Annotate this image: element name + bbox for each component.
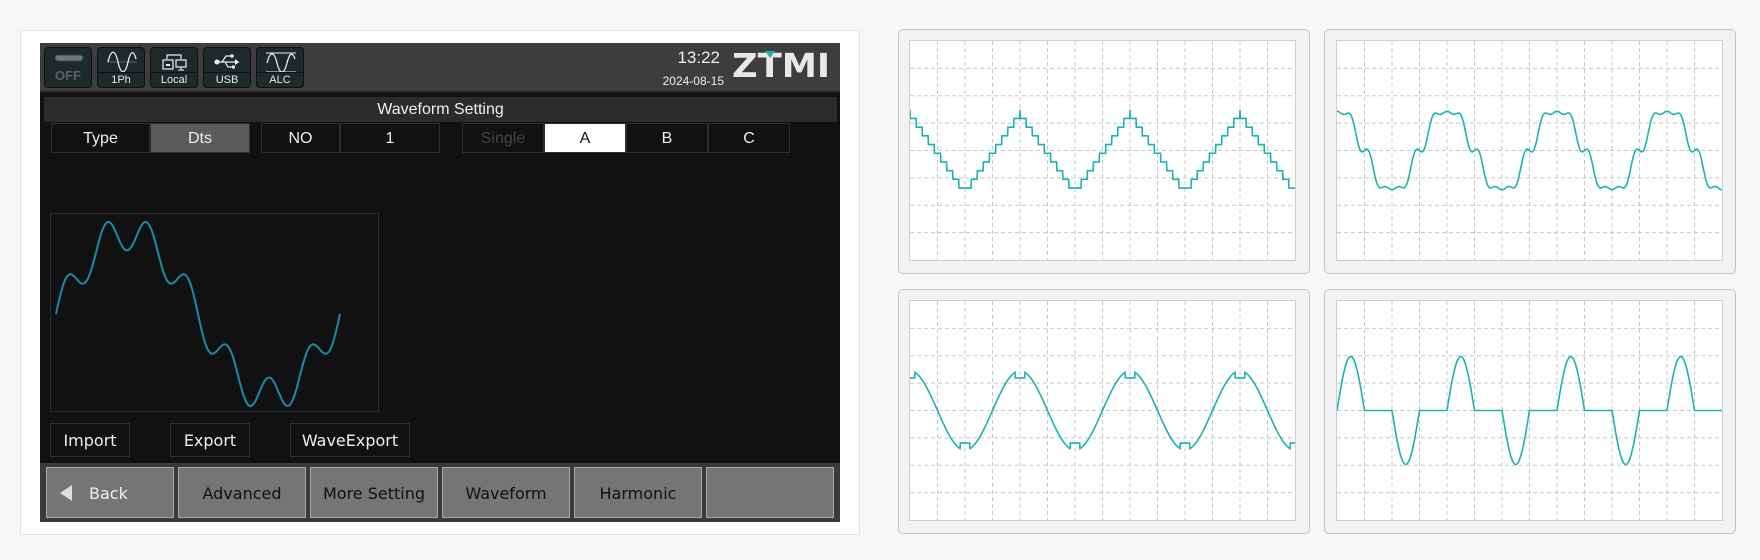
alc-wave-icon (266, 52, 296, 73)
export-button[interactable]: Export (170, 423, 250, 457)
clock-time: 13:22 (677, 48, 720, 67)
back-arrow-icon (60, 485, 72, 501)
phase-button[interactable]: 1Ph (97, 47, 145, 88)
phase-label: 1Ph (98, 72, 144, 87)
local-network-icon (162, 54, 187, 71)
waveform-preview (50, 213, 379, 412)
import-button[interactable]: Import (50, 423, 130, 457)
example-plot-stepped-triangle (909, 40, 1296, 261)
example-waveform-svg (1336, 301, 1722, 520)
advanced-button[interactable]: Advanced (178, 467, 306, 518)
back-button[interactable]: Back (46, 467, 174, 518)
example-plot-notched-sine (909, 300, 1296, 521)
no-label: NO (261, 123, 340, 153)
waveform-harmonic-distorted (1336, 110, 1723, 191)
empty-softkey[interactable] (706, 467, 834, 518)
svg-text:ZTMI: ZTMI (732, 47, 830, 81)
preview-waveform-line (55, 220, 341, 408)
local-label: Local (151, 72, 197, 87)
waveform-preview-plot (55, 220, 341, 408)
alc-label: ALC (257, 72, 303, 87)
waveform-pulsed-half-sine (1336, 355, 1722, 466)
page-title: Waveform Setting (44, 97, 837, 122)
tab-phase-c[interactable]: C (708, 123, 790, 153)
back-label: Back (89, 484, 128, 503)
output-off-button[interactable]: OFF (44, 47, 92, 88)
wave-export-button[interactable]: WaveExport (290, 423, 410, 457)
clock-date: 2024-08-15 (662, 74, 724, 88)
example-plot-pulsed (1336, 300, 1723, 521)
brand-logo: ZTMI (732, 47, 830, 81)
more-setting-button[interactable]: More Setting (310, 467, 438, 518)
harmonic-button[interactable]: Harmonic (574, 467, 702, 518)
example-waveform-svg (1336, 41, 1723, 260)
tab-phase-a[interactable]: A (544, 123, 626, 153)
waveform-stepped-triangle (909, 109, 1295, 189)
single-phase-wave-icon (107, 51, 137, 73)
waveform-button[interactable]: Waveform (442, 467, 570, 518)
type-select[interactable]: Dts (150, 123, 250, 153)
no-input[interactable]: 1 (340, 123, 440, 153)
example-plot-harmonic (1336, 40, 1723, 261)
alc-button[interactable]: ALC (256, 47, 304, 88)
usb-icon (214, 54, 239, 69)
type-label: Type (51, 123, 150, 153)
example-waveform-svg (909, 41, 1295, 260)
off-label: OFF (55, 68, 81, 83)
output-off-icon (54, 54, 84, 62)
single-toggle[interactable]: Single (462, 123, 544, 153)
tab-phase-b[interactable]: B (626, 123, 708, 153)
usb-label: USB (204, 72, 250, 87)
waveform-notched-sine (910, 370, 1295, 451)
usb-button[interactable]: USB (203, 47, 251, 88)
local-button[interactable]: Local (150, 47, 198, 88)
example-waveform-svg (910, 301, 1295, 520)
